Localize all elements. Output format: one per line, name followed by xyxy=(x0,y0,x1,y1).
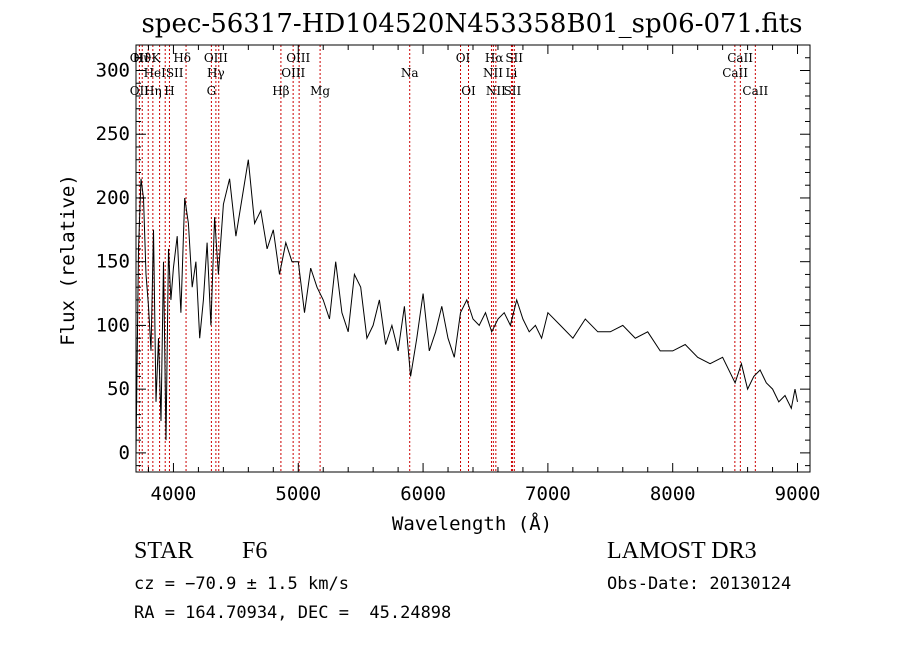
x-tick-label: 6000 xyxy=(400,483,446,505)
y-tick-label: 200 xyxy=(96,187,130,209)
line-label: Na xyxy=(401,66,419,80)
line-label: Hη xyxy=(144,84,162,98)
line-label: Li xyxy=(506,66,518,80)
line-label: CaII xyxy=(722,66,748,80)
object-type: STAR xyxy=(134,538,194,564)
coordinates-label: RA = 164.70934, DEC = 45.24898 xyxy=(134,603,452,623)
survey-label: LAMOST DR3 xyxy=(607,538,757,564)
line-label: OIII xyxy=(286,51,310,65)
y-tick-label: 250 xyxy=(96,123,130,145)
x-axis-ticks: 4000 5000 6000 7000 8000 9000 xyxy=(147,45,821,505)
y-tick-label: 100 xyxy=(96,314,130,336)
x-tick-label: 5000 xyxy=(275,483,321,505)
line-label: Mg xyxy=(310,84,330,98)
x-tick-label: 9000 xyxy=(775,483,821,505)
line-label: OI xyxy=(456,51,471,65)
line-label: G xyxy=(207,84,217,98)
y-axis-ticks: 0 50 100 150 200 250 300 xyxy=(96,57,810,467)
line-label: K xyxy=(151,51,161,65)
line-label: OI xyxy=(461,84,476,98)
plot-frame xyxy=(135,44,811,473)
line-label: Hγ xyxy=(207,66,225,80)
line-label: SII xyxy=(166,66,184,80)
obs-date-label: Obs-Date: 20130124 xyxy=(607,574,792,594)
line-label: OIII xyxy=(204,51,228,65)
chart-title: spec-56317-HD104520N453358B01_sp06-071.f… xyxy=(141,9,802,39)
line-label: OII xyxy=(130,84,150,98)
line-label: NII xyxy=(483,66,503,80)
subclass: F6 xyxy=(242,538,268,564)
line-label: SII xyxy=(504,84,522,98)
spectrum-line xyxy=(135,159,798,453)
line-label: CaII xyxy=(727,51,753,65)
x-tick-label: 8000 xyxy=(650,483,696,505)
line-markers xyxy=(138,45,756,472)
x-tick-label: 7000 xyxy=(525,483,571,505)
y-tick-label: 150 xyxy=(96,251,130,273)
redshift-label: cz = −70.9 ± 1.5 km/s xyxy=(134,574,349,594)
line-label: Hϑ xyxy=(133,51,152,65)
y-tick-label: 0 xyxy=(119,442,130,464)
line-label: H xyxy=(164,84,174,98)
line-label: NII xyxy=(486,84,506,98)
line-label: HeI xyxy=(144,66,167,80)
y-axis-label: Flux (relative) xyxy=(57,174,79,346)
x-axis-label: Wavelength (Å) xyxy=(392,512,552,535)
line-label: Hα xyxy=(485,51,504,65)
line-label: CaII xyxy=(742,84,768,98)
y-tick-label: 50 xyxy=(107,378,130,400)
line-label: Hβ xyxy=(272,84,289,98)
line-label: SII xyxy=(505,51,523,65)
line-label: Hδ xyxy=(173,51,191,65)
line-label: OIII xyxy=(281,66,305,80)
x-tick-label: 4000 xyxy=(151,483,197,505)
y-tick-label: 300 xyxy=(96,59,130,81)
